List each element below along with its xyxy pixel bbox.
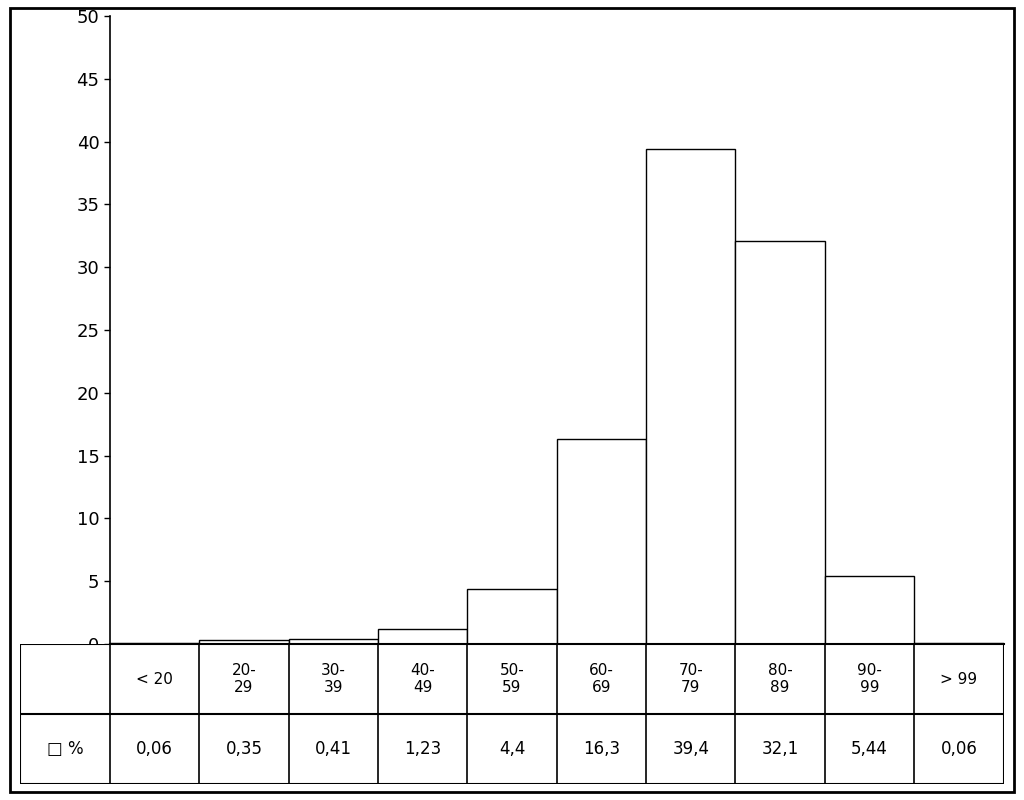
Text: 0,41: 0,41	[314, 740, 352, 758]
Text: 0,35: 0,35	[225, 740, 262, 758]
Text: 90-
99: 90- 99	[857, 662, 882, 695]
Text: < 20: < 20	[136, 671, 173, 686]
Text: 1,23: 1,23	[404, 740, 441, 758]
Bar	[557, 439, 646, 644]
Text: 80-
89: 80- 89	[768, 662, 793, 695]
Text: 70-
79: 70- 79	[678, 662, 703, 695]
Bar	[735, 241, 824, 644]
Text: 5,44: 5,44	[851, 740, 888, 758]
Text: > 99: > 99	[940, 671, 977, 686]
Bar	[289, 639, 378, 644]
Text: 32,1: 32,1	[762, 740, 799, 758]
Text: 16,3: 16,3	[583, 740, 620, 758]
Text: 50-
59: 50- 59	[500, 662, 524, 695]
Text: 0,06: 0,06	[940, 740, 977, 758]
Bar	[378, 629, 467, 644]
Text: 4,4: 4,4	[499, 740, 525, 758]
Text: 60-
69: 60- 69	[589, 662, 613, 695]
Bar	[646, 149, 735, 644]
Text: □ %: □ %	[47, 740, 84, 758]
Text: 40-
49: 40- 49	[411, 662, 435, 695]
Text: 0,06: 0,06	[136, 740, 173, 758]
Text: 20-
29: 20- 29	[231, 662, 256, 695]
Text: 39,4: 39,4	[672, 740, 710, 758]
Bar	[467, 589, 557, 644]
Bar	[824, 576, 914, 644]
Bar	[200, 640, 289, 644]
Text: 30-
39: 30- 39	[321, 662, 346, 695]
